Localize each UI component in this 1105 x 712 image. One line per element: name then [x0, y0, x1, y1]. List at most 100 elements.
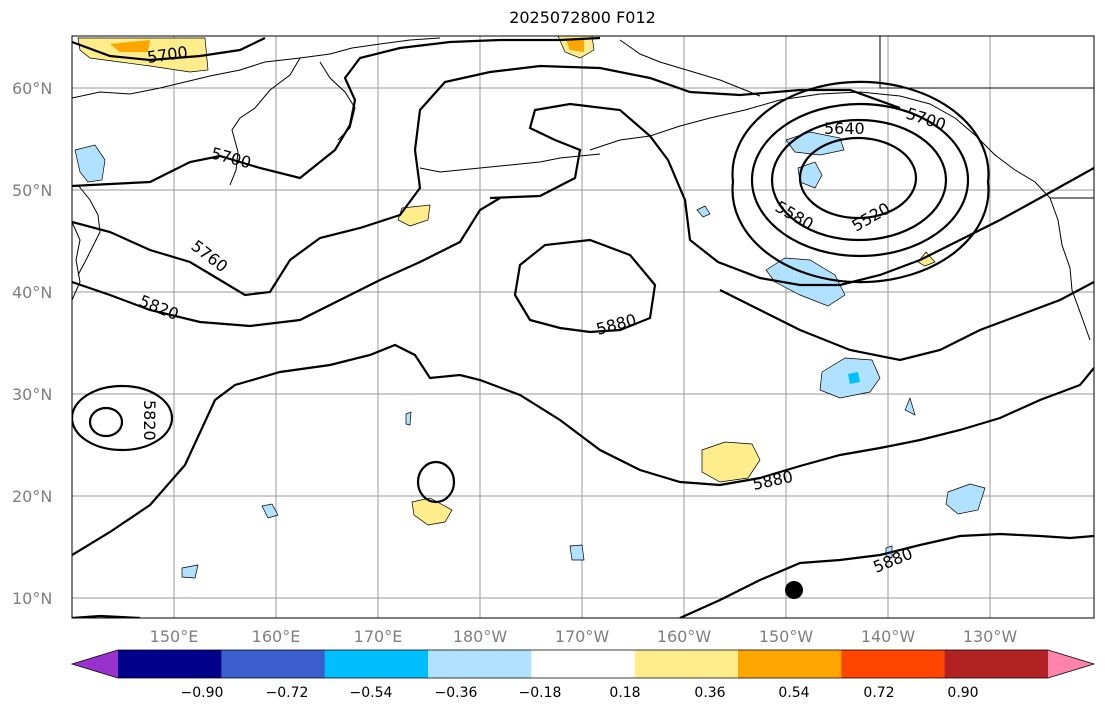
colorbar-tick-label: 0.90	[947, 685, 978, 701]
colorbar-extend-low	[72, 650, 118, 678]
negative-patch-east	[945, 483, 986, 515]
contour-5880-ring-center	[416, 460, 456, 504]
contour-5760	[72, 64, 901, 297]
contour-label: 5820	[137, 291, 182, 324]
colorbar-tick-label: −0.54	[350, 685, 393, 701]
coastline-asia-west	[72, 221, 81, 301]
negative-patch-south-2	[181, 564, 199, 579]
longitude-label: 160°W	[657, 627, 712, 646]
contour-low-ring-1	[798, 136, 918, 220]
contour-5700-main	[72, 36, 601, 188]
contour-5700-ak	[489, 102, 1094, 287]
contour-5820-main	[72, 197, 501, 328]
colorbar-cell	[118, 650, 222, 678]
contour-south-edge	[72, 614, 141, 618]
position-marker	[785, 581, 803, 599]
longitude-label: 150°W	[759, 627, 814, 646]
contour-low-ring-4	[731, 80, 990, 284]
contour-5700-top	[72, 37, 266, 62]
latitude-axis: 60°N 50°N 40°N 30°N 20°N 10°N	[12, 79, 52, 608]
latitude-label: 20°N	[12, 487, 52, 506]
negative-patch-tiny-1	[904, 396, 916, 416]
negative-patch-small	[696, 205, 711, 218]
colorbar-cell	[738, 650, 842, 678]
positive-patch-hawaii	[701, 441, 761, 483]
latitude-label: 50°N	[12, 181, 52, 200]
positive-patch-arctic-core	[566, 40, 584, 52]
contour-label: 5760	[188, 236, 232, 276]
coastline-okhotsk	[229, 57, 301, 186]
colorbar-ticks: −0.90 −0.72 −0.54 −0.36 −0.18 0.18 0.36 …	[181, 685, 979, 701]
map-title: 2025072800 F012	[509, 8, 656, 27]
plot-frame	[71, 35, 1095, 619]
colorbar-cell	[324, 650, 429, 678]
colorbar-cell	[944, 650, 1049, 678]
longitude-label: 140°W	[861, 627, 916, 646]
coastline-alaska	[589, 91, 1091, 341]
colorbar-cell	[428, 650, 532, 678]
negative-patch-marshall	[261, 503, 279, 519]
border-canada	[879, 36, 1094, 89]
contour-label: 5820	[140, 400, 159, 441]
coastline-siberia	[72, 37, 441, 99]
contour-5880-inner	[88, 406, 124, 438]
colorbar-tick-label: −0.90	[181, 685, 224, 701]
contour-label: 5880	[870, 544, 915, 577]
positive-patch-central	[411, 497, 453, 526]
contour-5880-high	[513, 238, 657, 334]
contour-5820-east	[719, 281, 1094, 362]
colorbar-tick-label: 0.72	[863, 685, 894, 701]
longitude-label: 130°W	[963, 627, 1018, 646]
colorbar-tick-label: −0.72	[266, 685, 309, 701]
longitude-axis: 150°E 160°E 170°E 180°W 170°W 160°W 150°…	[150, 627, 1018, 646]
negative-patch-tiny-2	[405, 411, 412, 426]
contour-5880-subtropical	[72, 343, 1094, 556]
height-contours	[72, 36, 1094, 618]
longitude-label: 180°W	[453, 627, 508, 646]
coastline-aleutians	[419, 153, 601, 173]
colorbar-tick-label: 0.54	[778, 685, 809, 701]
contour-low-ring-2	[770, 118, 948, 242]
contour-5880-south	[679, 532, 1094, 618]
negative-patch-east-pacific	[765, 257, 846, 307]
positive-patch-aleutian-west	[397, 204, 431, 227]
negative-patch-gulf	[785, 131, 845, 156]
contour-label: 5520	[849, 199, 894, 236]
negative-patch-sakhalin	[74, 144, 106, 183]
colorbar-cell	[531, 650, 636, 678]
contour-label: 5580	[772, 197, 817, 234]
gridlines	[72, 36, 1094, 618]
contour-label: 5880	[594, 310, 638, 339]
coastlines	[72, 36, 1094, 341]
contour-label: 5700	[209, 144, 253, 173]
contour-5820-ring	[72, 384, 174, 452]
latitude-label: 10°N	[12, 589, 52, 608]
latitude-label: 40°N	[12, 283, 52, 302]
coastline-kamchatka	[319, 61, 356, 141]
anomaly-patches	[74, 36, 986, 579]
coastline-japan	[77, 184, 101, 276]
contour-label: 5640	[824, 119, 865, 138]
longitude-label: 160°E	[252, 627, 301, 646]
colorbar-cell	[841, 650, 946, 678]
colorbar: −0.90 −0.72 −0.54 −0.36 −0.18 0.18 0.36 …	[70, 649, 1096, 701]
longitude-label: 170°W	[555, 627, 610, 646]
colorbar-tick-label: −0.18	[519, 685, 562, 701]
longitude-label: 150°E	[150, 627, 199, 646]
colorbar-tick-label: 0.36	[694, 685, 725, 701]
positive-patch-kamchatka	[77, 37, 209, 73]
coastline-chukotka	[619, 39, 761, 97]
colorbar-tick-label: −0.36	[435, 685, 478, 701]
colorbar-tick-label: 0.18	[609, 685, 640, 701]
contour-label-group: 5700 5700 5760 5820 5820 5880 5880 5880 …	[137, 42, 949, 576]
colorbar-extend-high	[1048, 650, 1094, 678]
colorbar-outline	[70, 649, 1096, 679]
latitude-label: 30°N	[12, 385, 52, 404]
colorbar-cells	[72, 650, 1094, 678]
negative-patch-south-1	[569, 544, 585, 561]
colorbar-cell	[221, 650, 326, 678]
longitude-label: 170°E	[354, 627, 403, 646]
latitude-label: 60°N	[12, 79, 52, 98]
contour-low-ring-3	[750, 102, 970, 258]
